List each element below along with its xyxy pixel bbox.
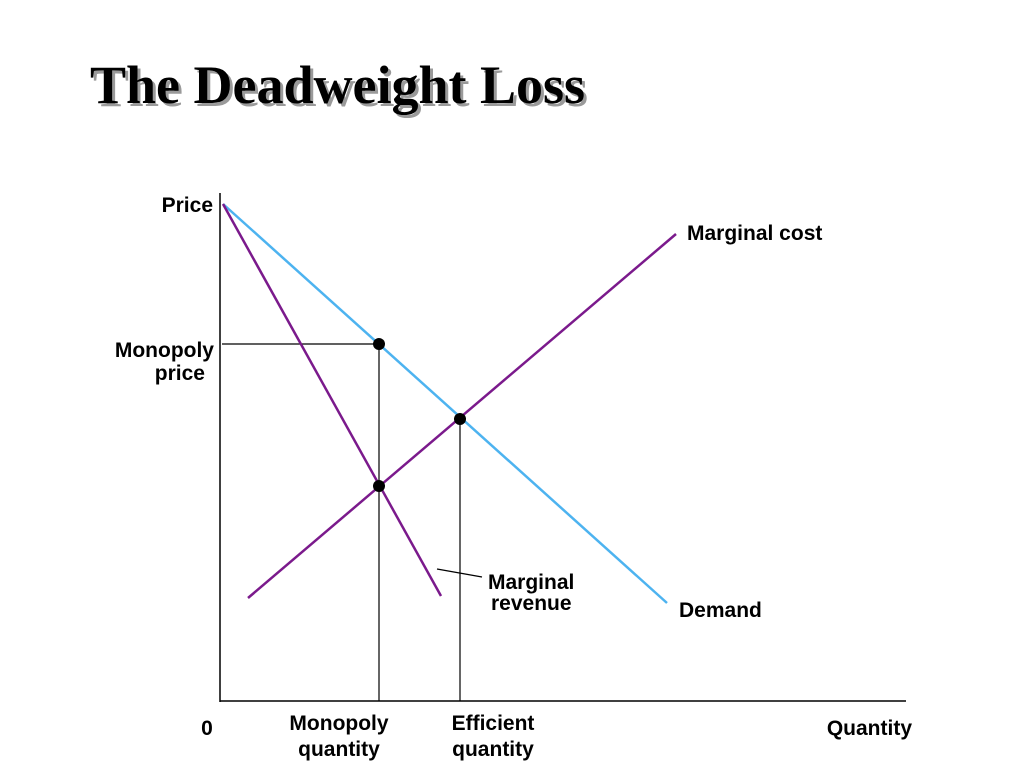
monopoly-price-point bbox=[373, 338, 385, 350]
monopoly-quantity-label-line2: quantity bbox=[298, 738, 380, 761]
monopoly-quantity-label-line1: Monopoly bbox=[289, 712, 388, 735]
efficient-point bbox=[454, 413, 466, 425]
page-title: The Deadweight Loss bbox=[90, 55, 586, 115]
marginal-revenue-label-line1: Marginal bbox=[488, 571, 574, 594]
monopoly-price-label-line1: Monopoly bbox=[115, 339, 214, 362]
marginal-revenue-pointer bbox=[436, 568, 483, 578]
efficient-quantity-label-line2: quantity bbox=[452, 738, 534, 761]
x-axis-label: Quantity bbox=[827, 717, 912, 740]
origin-label: 0 bbox=[201, 717, 213, 740]
marginal-revenue-label-line2: revenue bbox=[491, 592, 572, 615]
marginal-cost-label: Marginal cost bbox=[687, 222, 822, 245]
monopoly-price-label-line2: price bbox=[155, 362, 205, 385]
marginal-revenue-curve bbox=[221, 203, 443, 597]
demand-label: Demand bbox=[679, 599, 762, 622]
efficient-quantity-label-line1: Efficient bbox=[452, 712, 535, 735]
demand-curve bbox=[222, 203, 668, 604]
monopoly-mc-point bbox=[373, 480, 385, 492]
y-axis-label: Price bbox=[162, 194, 213, 217]
